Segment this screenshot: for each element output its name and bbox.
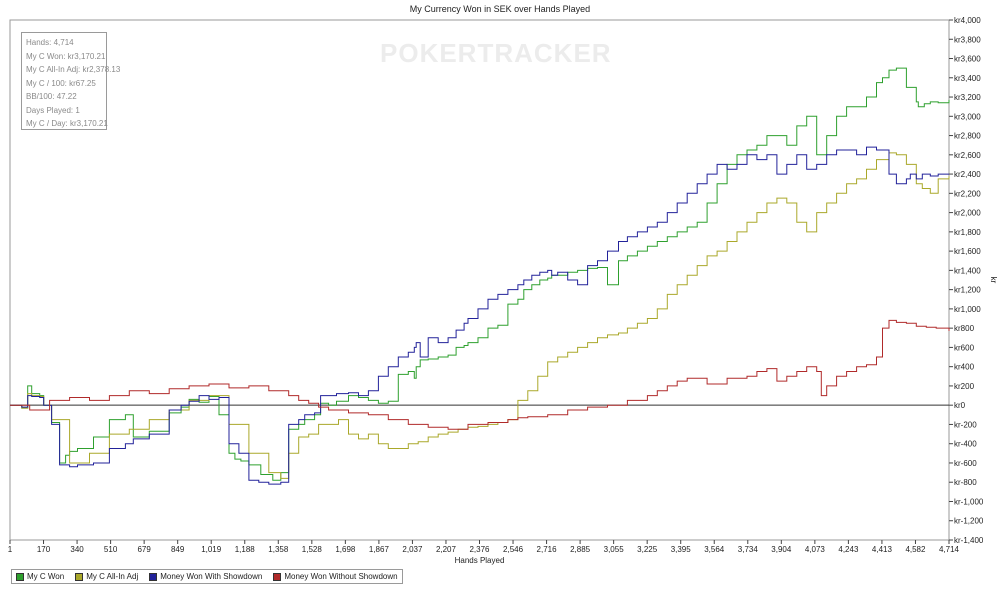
- stat-allin-adj: My C All-In Adj: kr2,378.13: [26, 65, 121, 74]
- legend-item-allin-adj[interactable]: My C All-In Adj: [75, 572, 138, 581]
- y-tick-label: kr-1,000: [954, 497, 984, 506]
- chart-title: My Currency Won in SEK over Hands Played: [409, 4, 591, 14]
- legend-item-no-showdown[interactable]: Money Won Without Showdown: [273, 572, 398, 581]
- y-tick-label: kr3,200: [954, 93, 981, 102]
- y-tick-label: kr2,000: [954, 209, 981, 218]
- legend-item-showdown[interactable]: Money Won With Showdown: [149, 572, 262, 581]
- legend-item-won[interactable]: My C Won: [16, 572, 64, 581]
- x-tick-label: 1,019: [201, 545, 222, 554]
- x-tick-label: 4,413: [872, 545, 893, 554]
- y-tick-label: kr3,400: [954, 74, 981, 83]
- plot-frame: [9, 19, 950, 541]
- y-tick-label: kr1,400: [954, 266, 981, 275]
- x-tick-label: 4,243: [838, 545, 859, 554]
- stat-per-day: My C / Day: kr3,170.21: [26, 119, 108, 128]
- legend-label: My C All-In Adj: [86, 572, 139, 581]
- x-tick-label: 4,582: [905, 545, 926, 554]
- stat-bb-100: BB/100: 47.22: [26, 92, 77, 101]
- y-axis-label: kr: [989, 277, 998, 284]
- stats-box: Hands: 4,714 My C Won: kr3,170.21 My C A…: [21, 32, 121, 130]
- series-line-3: [10, 319, 950, 430]
- x-tick-label: 1,698: [335, 545, 356, 554]
- x-tick-label: 1,528: [302, 545, 323, 554]
- y-tick-label: kr1,000: [954, 305, 981, 314]
- y-tick-label: kr4,000: [954, 16, 981, 25]
- x-tick-label: 510: [104, 545, 118, 554]
- x-tick-label: 2,546: [503, 545, 524, 554]
- y-tick-label: kr800: [954, 324, 975, 333]
- x-tick-label: 849: [171, 545, 185, 554]
- y-tick-label: kr0: [954, 401, 966, 410]
- y-tick-label: kr-200: [954, 420, 977, 429]
- legend-swatch: [273, 572, 282, 581]
- y-tick-label: kr-1,400: [954, 536, 984, 545]
- x-tick-label: 4,714: [939, 545, 960, 554]
- y-tick-label: kr2,600: [954, 151, 981, 160]
- legend-label: Money Won Without Showdown: [284, 572, 398, 581]
- x-tick-label: 170: [37, 545, 51, 554]
- x-tick-label: 3,225: [637, 545, 658, 554]
- y-tick-label: kr1,600: [954, 247, 981, 256]
- x-axis-label: Hands Played: [455, 556, 505, 565]
- y-tick-label: kr1,800: [954, 228, 981, 237]
- y-tick-label: kr-800: [954, 478, 977, 487]
- x-tick-label: 3,055: [604, 545, 625, 554]
- x-tick-label: 1,867: [369, 545, 390, 554]
- y-tick-label: kr600: [954, 343, 975, 352]
- y-tick-label: kr3,000: [954, 112, 981, 121]
- y-tick-label: kr2,400: [954, 170, 981, 179]
- stat-days-played: Days Played: 1: [26, 105, 80, 115]
- chart-series: [10, 67, 950, 485]
- series-line-1: [10, 152, 950, 479]
- x-tick-label: 1,188: [235, 545, 256, 554]
- stat-per-100: My C / 100: kr67.25: [26, 78, 96, 88]
- y-tick-label: kr2,200: [954, 189, 981, 198]
- x-tick-label: 2,207: [436, 545, 457, 554]
- pokertracker-watermark: POKERTRACKER: [380, 38, 612, 68]
- stat-won: My C Won: kr3,170.21: [26, 51, 106, 61]
- x-tick-label: 4,073: [805, 545, 826, 554]
- y-tick-label: kr3,600: [954, 55, 981, 64]
- y-tick-label: kr1,200: [954, 286, 981, 295]
- stat-hands: Hands: 4,714: [26, 38, 74, 47]
- y-tick-label: kr-600: [954, 459, 977, 468]
- legend-label: Money Won With Showdown: [160, 572, 263, 581]
- x-tick-label: 1: [8, 545, 13, 554]
- y-tick-label: kr400: [954, 363, 975, 372]
- legend-swatch: [16, 572, 24, 581]
- x-tick-label: 679: [137, 545, 151, 554]
- x-tick-label: 2,716: [537, 545, 558, 554]
- series-line-2: [10, 146, 949, 485]
- series-line-0: [10, 67, 950, 481]
- legend-swatch: [75, 572, 84, 581]
- x-tick-label: 2,376: [469, 545, 490, 554]
- y-tick-label: kr-400: [954, 440, 977, 449]
- y-tick-label: kr-1,200: [954, 517, 984, 526]
- x-tick-label: 3,734: [738, 545, 759, 554]
- legend-label: My C Won: [27, 572, 65, 581]
- y-tick-label: kr200: [954, 382, 975, 391]
- y-tick-label: kr3,800: [954, 35, 981, 44]
- legend-swatch: [149, 572, 158, 581]
- x-tick-label: 3,904: [771, 545, 792, 554]
- x-tick-label: 340: [70, 545, 84, 554]
- y-tick-label: kr2,800: [954, 132, 981, 141]
- x-tick-label: 3,564: [704, 545, 725, 554]
- x-tick-label: 1,358: [268, 545, 289, 554]
- x-tick-label: 3,395: [671, 545, 692, 554]
- chart-legend: My C Won My C All-In Adj Money Won With …: [11, 569, 403, 584]
- x-tick-label: 2,037: [402, 545, 423, 554]
- x-tick-label: 2,885: [570, 545, 591, 554]
- chart-grid: [9, 19, 950, 541]
- chart-axes: kr4,000 kr3,800 kr3,600 kr3,400 kr3,200 kr3,0…: [8, 16, 984, 554]
